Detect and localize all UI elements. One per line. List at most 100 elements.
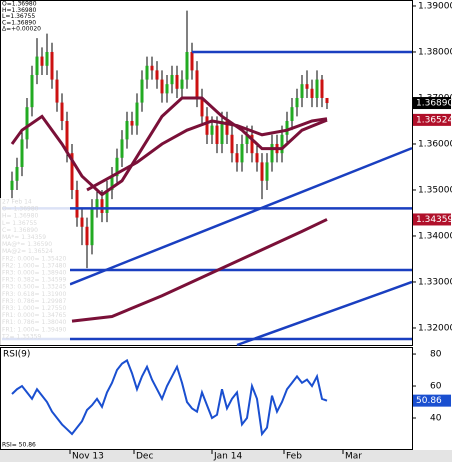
candle-body <box>195 70 199 98</box>
overlay-line <box>10 96 328 197</box>
y-tick-label: 80 <box>430 350 442 360</box>
candle-body <box>265 162 269 181</box>
candle-body <box>40 56 44 66</box>
candle-body <box>90 208 94 246</box>
x-tick-label: Jan 14 <box>213 452 242 462</box>
candle-body <box>325 97 329 104</box>
candle-body <box>235 153 239 163</box>
price-label: 1.36524 <box>416 115 452 125</box>
candle-body <box>170 74 174 85</box>
info-line: H=1.36980 <box>2 7 37 14</box>
legend-box <box>0 198 70 345</box>
candle-body <box>285 120 289 135</box>
y-tick-label: 1.32000 <box>418 323 452 333</box>
candle-body <box>120 139 124 158</box>
candle-body <box>75 189 79 218</box>
candle-body <box>115 157 119 177</box>
candle-body <box>70 153 74 190</box>
x-tick-label: Dec <box>136 452 153 462</box>
y-tick-label: 1.38000 <box>418 47 452 57</box>
candle-body <box>210 125 214 135</box>
price-label: 50.86 <box>416 396 442 406</box>
candle-body <box>240 143 244 163</box>
info-line: L=1.36755 <box>2 13 35 20</box>
candle-body <box>35 56 39 75</box>
y-tick-label: 1.39000 <box>418 1 452 11</box>
price-label: 1.34359 <box>416 215 452 225</box>
candle-body <box>10 180 14 190</box>
price-box <box>413 97 451 110</box>
candle-body <box>100 199 104 213</box>
candle-body <box>80 217 84 227</box>
candle-body <box>60 102 64 121</box>
candle-body <box>300 84 304 98</box>
overlay-line <box>236 280 413 347</box>
candle-body <box>255 153 259 163</box>
rsi-title: RSI(9) <box>3 350 30 360</box>
y-tick-label: 1.34000 <box>418 231 452 241</box>
overlay-line <box>86 117 328 192</box>
info-line: C=1.36890 <box>2 19 36 26</box>
x-tick-label: Feb <box>286 452 302 462</box>
candle-body <box>310 88 314 98</box>
candle-body <box>230 134 234 154</box>
candle-body <box>260 162 264 181</box>
y-tick-label: 40 <box>430 414 442 424</box>
candle-body <box>190 51 194 71</box>
candle-body <box>45 51 49 66</box>
candle-body <box>180 79 184 89</box>
rsi-line <box>11 358 328 437</box>
rsi-footer: RSI= 50.86 <box>2 442 36 449</box>
overlay-line <box>69 146 413 286</box>
price-box <box>413 394 451 407</box>
candle-body <box>135 102 139 126</box>
candle-body <box>105 189 109 213</box>
candle-body <box>245 134 249 144</box>
candle-body <box>25 107 29 140</box>
x-tick-label: Mar <box>345 452 362 462</box>
candle-body <box>55 79 59 103</box>
info-line: Δ=+0.00020 <box>2 26 41 33</box>
candle-body <box>250 134 254 154</box>
y-tick-label: 1.36000 <box>418 139 452 149</box>
candle-body <box>130 120 134 126</box>
candle-body <box>270 143 274 163</box>
candle-body <box>125 120 129 140</box>
candle-body <box>155 70 159 80</box>
price-box <box>413 213 451 226</box>
candle-body <box>20 139 24 167</box>
price-label: 1.36890 <box>416 99 452 109</box>
candle-body <box>320 79 324 98</box>
candle-body <box>200 97 204 117</box>
candle-body <box>150 65 154 71</box>
candle-body <box>185 51 189 80</box>
price-panel <box>0 0 413 346</box>
price-box <box>413 113 451 126</box>
x-tick-label: Nov 13 <box>72 452 104 462</box>
candle-body <box>145 65 149 80</box>
candle-body <box>315 79 319 98</box>
candle-body <box>165 84 169 94</box>
info-line: O=1.36980 <box>2 1 37 8</box>
candle-body <box>205 116 209 135</box>
date-axis <box>0 450 452 462</box>
y-tick-label: 1.33000 <box>418 277 452 287</box>
candle-body <box>220 120 224 144</box>
overlay-line <box>71 218 328 323</box>
candle-body <box>140 79 144 103</box>
candle-body <box>290 107 294 121</box>
candle-body <box>50 51 54 80</box>
candle-body <box>280 134 284 154</box>
candle-body <box>225 120 229 135</box>
candle-body <box>110 176 114 190</box>
rsi-panel <box>0 347 413 450</box>
candle-body <box>85 226 89 246</box>
candle-body <box>65 120 69 154</box>
candle-body <box>305 84 309 89</box>
candle-body <box>30 74 34 108</box>
y-tick-label: 1.35000 <box>418 185 452 195</box>
candle-body <box>95 199 99 209</box>
